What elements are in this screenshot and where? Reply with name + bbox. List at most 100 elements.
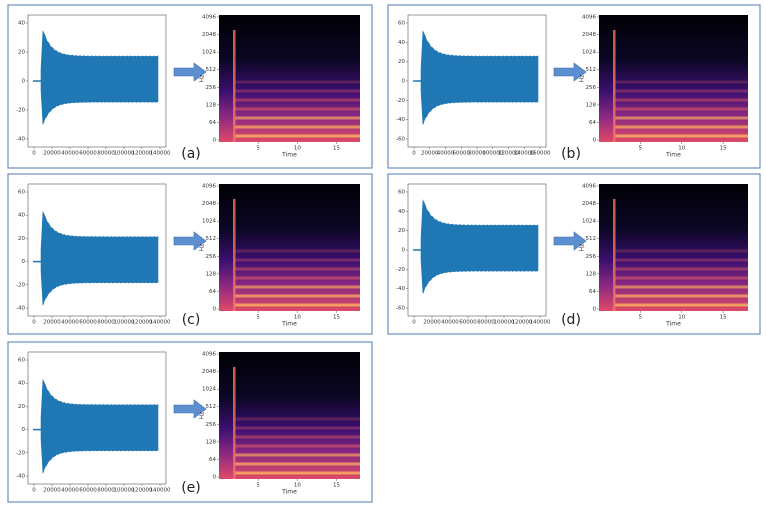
panel-label: (a) [181, 146, 201, 162]
x-tick-label: 0 [32, 320, 36, 326]
x-tick-label: 100000 [494, 320, 515, 326]
y-tick-label: -40 [16, 137, 25, 143]
y-tick-label: 64 [589, 120, 596, 126]
y-tick-label: 0 [402, 248, 406, 254]
y-tick-label: 512 [206, 404, 217, 410]
harmonic-band [615, 116, 748, 120]
harmonic-band [615, 249, 748, 253]
harmonic-band [615, 80, 748, 84]
harmonic-band [235, 125, 360, 129]
onset [613, 199, 616, 311]
x-axis-label: Time [665, 152, 681, 159]
harmonic-band [235, 294, 360, 298]
y-tick-label: 20 [18, 50, 25, 56]
x-tick-label: 140000 [150, 320, 171, 326]
y-tick-label: 60 [18, 358, 25, 364]
x-tick-label: 100000 [114, 151, 135, 157]
y-tick-label: 0 [593, 307, 597, 313]
arrow [173, 231, 207, 251]
x-tick-label: 80000 [468, 151, 486, 157]
x-tick-label: 10 [678, 146, 685, 152]
panel-border [387, 173, 761, 335]
x-tick-label: 40000 [61, 320, 79, 326]
y-tick-label: 64 [209, 120, 216, 126]
waveform [420, 199, 539, 294]
x-tick-label: 0 [32, 151, 36, 157]
harmonic-band [235, 107, 360, 111]
y-tick-label: 512 [206, 67, 217, 73]
y-tick-label: 0 [213, 475, 217, 481]
y-tick-label: 128 [586, 102, 597, 108]
y-tick-label: -40 [16, 306, 25, 312]
y-tick-label: 4096 [582, 184, 596, 190]
arrow [553, 231, 587, 251]
y-tick-label: -40 [16, 474, 25, 480]
harmonic-band [235, 462, 360, 466]
y-tick-label: 2048 [202, 369, 216, 375]
spectrogram [219, 352, 360, 479]
y-tick-label: 512 [586, 236, 597, 242]
arrow [553, 62, 587, 82]
y-tick-label: 0 [593, 138, 597, 144]
y-tick-label: 1024 [202, 50, 216, 56]
waveform [40, 378, 159, 474]
harmonic-band [235, 89, 360, 93]
harmonic-band [615, 134, 748, 138]
x-tick-label: 15 [720, 146, 727, 152]
y-tick-label: 64 [209, 289, 216, 295]
x-tick-label: 15 [333, 146, 340, 152]
x-tick-label: 100000 [114, 320, 135, 326]
x-tick-label: 60000 [453, 151, 471, 157]
harmonic-band [615, 303, 748, 307]
spectrogram [219, 15, 360, 142]
y-tick-label: -40 [396, 286, 405, 292]
y-tick-label: 60 [18, 190, 25, 196]
y-tick-label: -20 [16, 282, 25, 288]
y-tick-label: 1024 [202, 387, 216, 393]
x-tick-label: 120000 [132, 320, 153, 326]
x-tick-label: 10 [294, 146, 301, 152]
x-tick-label: 60000 [79, 488, 97, 494]
harmonic-band [235, 276, 360, 280]
x-tick-label: 60000 [79, 320, 97, 326]
x-tick-label: 80000 [97, 488, 115, 494]
x-tick-label: 120000 [498, 151, 519, 157]
y-tick-label: -20 [396, 267, 405, 273]
x-axis-label: Time [281, 489, 297, 496]
harmonic-band [235, 444, 360, 448]
panel-label: (b) [561, 146, 581, 162]
harmonic-band [235, 249, 360, 253]
y-tick-label: 2048 [582, 201, 596, 207]
y-tick-label: 1024 [582, 50, 596, 56]
panel-border [387, 4, 761, 169]
x-tick-label: 20000 [43, 151, 61, 157]
x-tick-label: 140000 [150, 488, 171, 494]
y-tick-label: 128 [206, 439, 217, 445]
harmonic-band [235, 453, 360, 457]
y-tick-label: 60 [398, 190, 405, 196]
y-axis-label: Hz [199, 75, 206, 83]
x-tick-label: 140000 [530, 320, 551, 326]
x-tick-label: 5 [639, 315, 643, 321]
y-tick-label: 1024 [202, 219, 216, 225]
x-tick-label: 160000 [530, 151, 551, 157]
y-tick-label: 0 [22, 79, 26, 85]
y-tick-label: -60 [396, 306, 405, 312]
y-tick-label: 256 [206, 85, 217, 91]
y-tick-label: 4096 [582, 15, 596, 21]
y-tick-label: 0 [213, 307, 217, 313]
y-tick-label: 128 [586, 271, 597, 277]
harmonic-band [615, 285, 748, 289]
y-tick-label: 128 [206, 102, 217, 108]
x-tick-label: 80000 [97, 320, 115, 326]
harmonic-band [235, 116, 360, 120]
y-tick-label: -20 [16, 450, 25, 456]
panel-border [7, 4, 373, 169]
x-tick-label: 10 [678, 315, 685, 321]
waveform [40, 30, 159, 125]
x-tick-label: 120000 [512, 320, 533, 326]
